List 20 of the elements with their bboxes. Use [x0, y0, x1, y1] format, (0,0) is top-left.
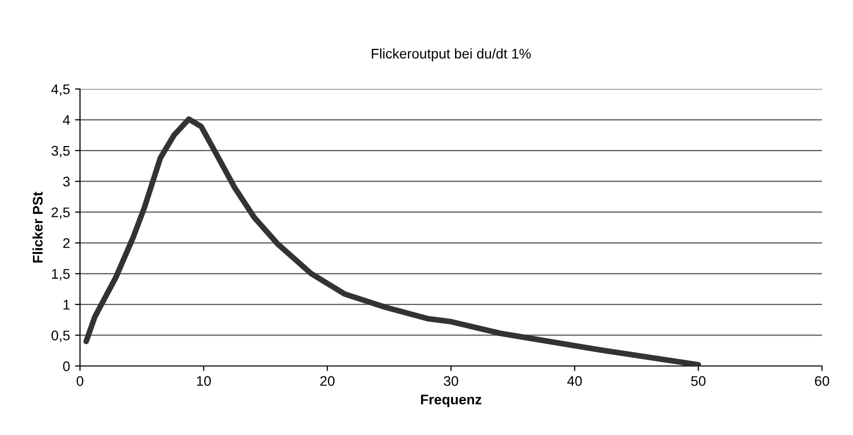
x-tick-label: 20: [320, 376, 335, 386]
y-tick-label: 2: [63, 238, 70, 248]
x-tick-label: 10: [197, 376, 211, 386]
y-tick-label: 4,5: [51, 84, 70, 96]
x-tick-label: 60: [814, 376, 830, 386]
x-axis-title: Frequenz: [421, 394, 482, 408]
x-tick-label: 0: [76, 376, 84, 386]
y-tick-label: 0: [63, 361, 70, 372]
y-tick-label: 3,5: [52, 146, 70, 158]
y-tick-label: 3: [63, 176, 70, 187]
y-tick-label: 1: [64, 300, 70, 310]
y-tick-label: 2,5: [52, 207, 70, 219]
chart-title: Flickeroutput bei du/dt 1%: [372, 48, 531, 62]
y-tick-label: 1,5: [52, 269, 70, 280]
x-tick-label: 50: [691, 376, 706, 386]
y-tick-label: 4: [62, 115, 70, 125]
y-axis-title: Flicker PSt: [32, 192, 43, 262]
x-tick-label: 40: [567, 376, 582, 386]
x-tick-label: 30: [444, 376, 458, 386]
y-tick-label: 0,5: [52, 330, 70, 342]
